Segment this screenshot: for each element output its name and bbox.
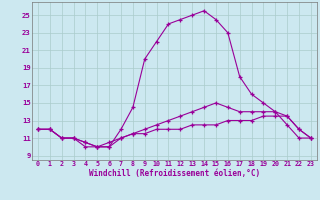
- X-axis label: Windchill (Refroidissement éolien,°C): Windchill (Refroidissement éolien,°C): [89, 169, 260, 178]
